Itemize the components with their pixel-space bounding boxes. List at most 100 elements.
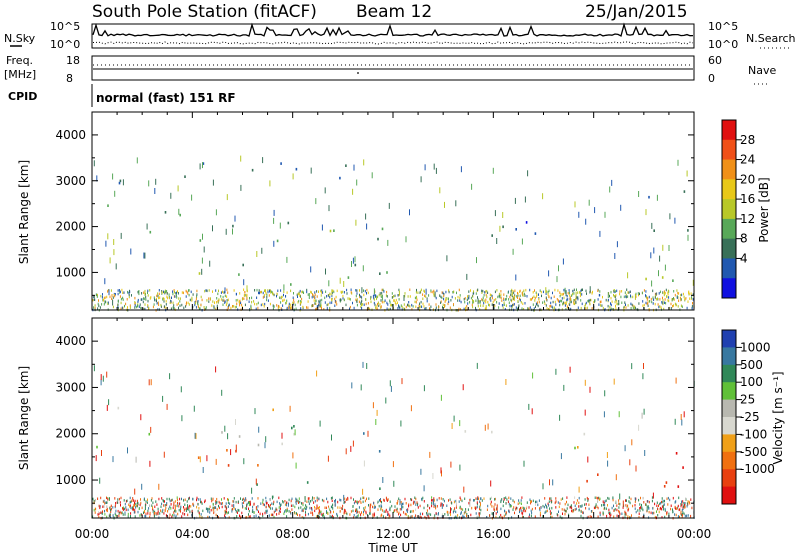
heatmap-cell [565, 290, 567, 297]
heatmap-cell [598, 303, 600, 306]
heatmap-cell [670, 302, 672, 306]
heatmap-cell [569, 303, 571, 306]
heatmap-cell [315, 308, 317, 311]
heatmap-cell [511, 288, 513, 292]
heatmap-cell [683, 505, 685, 508]
heatmap-cell [377, 295, 379, 299]
heatmap-cell [378, 450, 381, 453]
heatmap-cell [294, 429, 296, 436]
heatmap-cell [242, 263, 244, 267]
heatmap-cell [619, 292, 621, 296]
heatmap-cell [646, 505, 648, 512]
heatmap-cell [646, 298, 648, 301]
heatmap-cell [334, 500, 336, 507]
heatmap-cell [256, 508, 258, 512]
heatmap-cell [629, 501, 631, 505]
heatmap-cell [106, 295, 108, 299]
heatmap-cell [387, 510, 389, 514]
heatmap-cell [316, 496, 318, 500]
heatmap-cell [552, 291, 553, 295]
heatmap-cell [325, 268, 326, 275]
heatmap-cell [589, 291, 591, 294]
heatmap-cell [672, 279, 674, 282]
heatmap-cell [383, 498, 385, 502]
heatmap-cell [401, 308, 403, 311]
heatmap-cell [625, 499, 626, 502]
heatmap-cell [142, 300, 144, 304]
heatmap-cell [288, 502, 289, 505]
heatmap-cell [356, 511, 358, 514]
heatmap-cell [310, 291, 312, 294]
heatmap-cell [498, 306, 500, 309]
heatmap-cell [188, 508, 190, 511]
heatmap-cell [173, 295, 175, 298]
heatmap-cell [578, 211, 580, 218]
heatmap-cell [188, 497, 190, 501]
heatmap-cell [402, 505, 404, 509]
heatmap-cell [355, 294, 357, 298]
heatmap-cell [534, 296, 536, 300]
heatmap-cell [356, 500, 358, 503]
heatmap-cell [597, 298, 599, 301]
heatmap-cell [480, 497, 482, 500]
heatmap-cell [646, 302, 648, 306]
heatmap-cell [651, 496, 653, 499]
heatmap-cell [370, 503, 372, 506]
heatmap-cell [160, 305, 162, 308]
heatmap-cell [667, 291, 669, 295]
heatmap-cell [438, 497, 440, 500]
heatmap-cell [171, 498, 173, 502]
heatmap-cell [534, 299, 536, 302]
heatmap-cell [181, 291, 183, 294]
heatmap-cell [460, 166, 462, 173]
heatmap-cell [230, 449, 232, 456]
heatmap-cell [625, 511, 627, 515]
heatmap-cell [104, 513, 106, 516]
heatmap-cell [169, 499, 171, 503]
heatmap-cell [256, 296, 258, 299]
heatmap-cell [440, 394, 442, 401]
heatmap-cell [457, 299, 459, 302]
heatmap-cell [316, 370, 318, 377]
heatmap-cell [267, 290, 269, 294]
heatmap-cell [519, 290, 521, 293]
heatmap-cell [615, 307, 617, 310]
heatmap-cell [288, 306, 290, 309]
heatmap-cell [561, 508, 563, 511]
heatmap-cell [675, 452, 678, 455]
heatmap-cell [226, 449, 228, 452]
heatmap-cell [343, 494, 345, 501]
heatmap-cell [266, 501, 268, 505]
heatmap-cell [301, 509, 303, 512]
heatmap-cell [332, 507, 334, 510]
heatmap-cell [202, 162, 203, 169]
heatmap-cell [394, 505, 396, 508]
heatmap-cell [567, 298, 569, 301]
heatmap-cell [453, 415, 455, 422]
heatmap-cell [372, 402, 374, 409]
heatmap-cell [366, 292, 367, 295]
heatmap-cell [110, 504, 112, 508]
heatmap-cell [117, 300, 119, 303]
heatmap-cell [409, 209, 410, 216]
heatmap-cell [597, 515, 599, 518]
heatmap-cell [183, 499, 185, 502]
heatmap-cell [685, 297, 687, 300]
heatmap-cell [441, 513, 443, 516]
heatmap-cell [610, 302, 611, 305]
heatmap-cell [316, 307, 318, 311]
heatmap-cell [485, 305, 487, 308]
heatmap-cell [300, 302, 302, 305]
heatmap-cell [305, 513, 307, 517]
heatmap-cell [118, 512, 120, 515]
heatmap-cell [477, 288, 479, 292]
heatmap-cell [585, 303, 586, 306]
heatmap-cell [99, 506, 101, 510]
heatmap-cell [201, 257, 203, 264]
heatmap-cell [356, 179, 358, 186]
heatmap-cell [448, 290, 450, 294]
heatmap-cell [197, 302, 199, 306]
heatmap-cell [266, 296, 268, 299]
heatmap-cell [128, 295, 130, 299]
heatmap-cell [243, 458, 245, 465]
